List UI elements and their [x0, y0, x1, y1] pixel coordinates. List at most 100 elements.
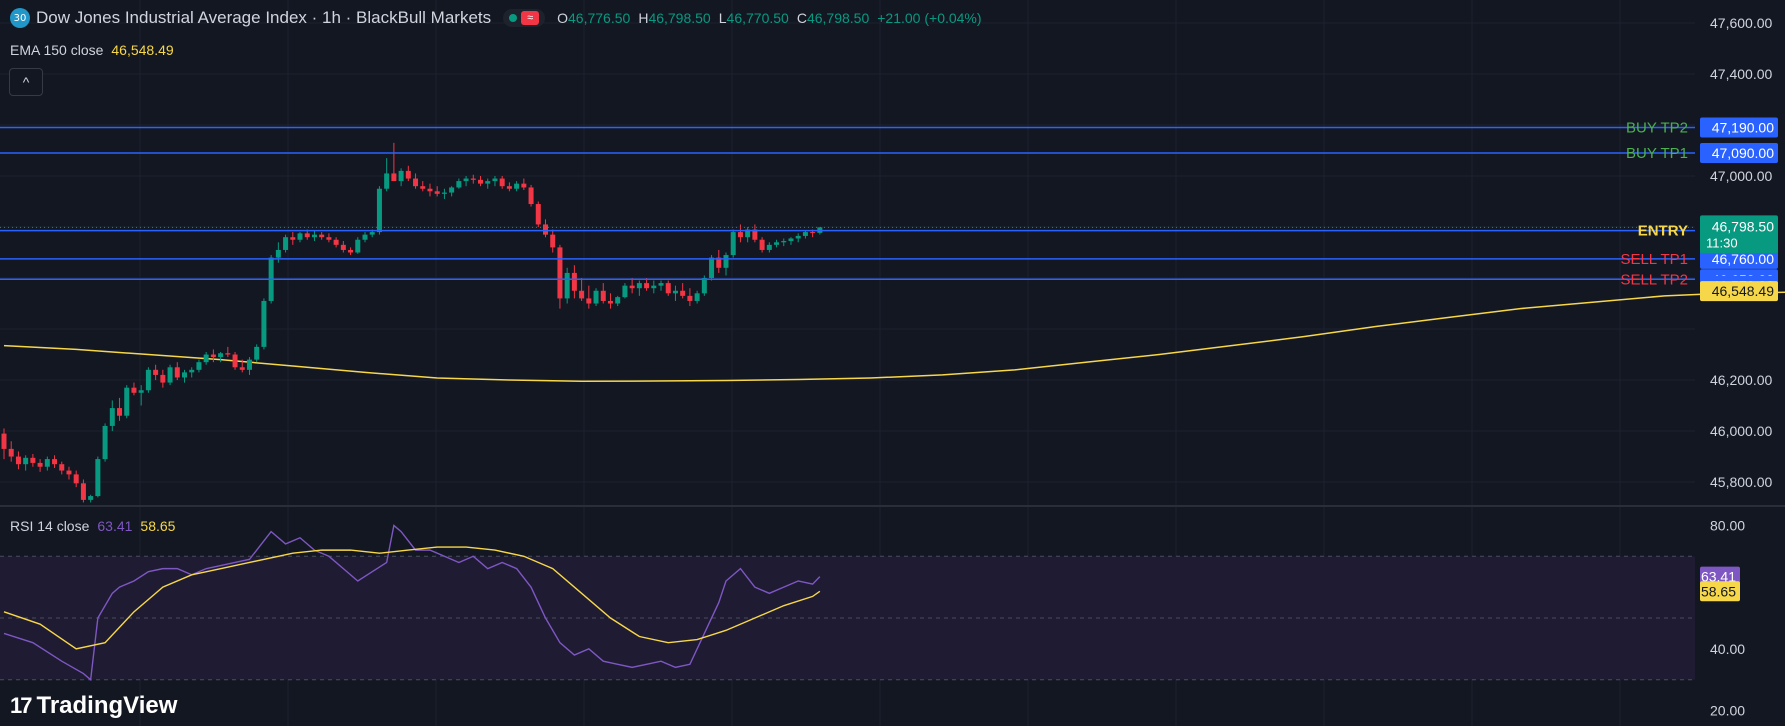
tradingview-logo-icon: 17 [10, 693, 33, 718]
market-status-pill[interactable]: ≈ [503, 9, 546, 27]
candle-body [167, 367, 173, 383]
candle [30, 453, 36, 467]
candle-body [109, 408, 115, 426]
candle [564, 267, 570, 304]
rsi-line [3, 524, 821, 682]
candle [66, 466, 72, 480]
candle-body [384, 173, 390, 189]
candle-body [15, 456, 21, 465]
candle-body [629, 285, 635, 289]
candle-body [290, 237, 296, 240]
tradingview-logo-text: TradingView [36, 692, 178, 719]
candle-body [398, 170, 404, 182]
candle-body [766, 244, 772, 250]
candle [593, 288, 599, 307]
candle [319, 232, 325, 240]
candle-body [492, 178, 498, 182]
candle-body [788, 238, 794, 242]
candle [672, 285, 678, 301]
collapse-legend-button[interactable]: ^ [9, 68, 43, 96]
ohlc-open: O46,776.50 [557, 10, 631, 26]
candle-body [326, 237, 332, 240]
candle-body [391, 173, 397, 182]
candle [600, 283, 606, 304]
candle-body [319, 234, 325, 238]
candle [644, 278, 650, 291]
candle [218, 351, 224, 363]
candle-body [579, 290, 585, 299]
tradingview-logo[interactable]: 17 TradingView [10, 692, 177, 720]
candle [622, 283, 628, 299]
ema-legend[interactable]: EMA 150 close 46,548.49 [10, 42, 174, 58]
candle-body [145, 369, 151, 391]
price-tick-label: 47,600.00 [1710, 15, 1772, 31]
candle-body [73, 474, 79, 484]
candle [521, 178, 527, 191]
candle-body [369, 232, 375, 235]
candle-body [153, 369, 159, 375]
chevron-up-icon: ^ [22, 74, 30, 90]
wave-icon: ≈ [521, 11, 540, 25]
candle-body [774, 242, 780, 245]
candle [802, 230, 808, 239]
candle-body [600, 290, 606, 301]
candle [506, 182, 512, 192]
candle-body [485, 181, 491, 184]
level-name-label: ENTRY [1638, 223, 1688, 240]
candle-body [131, 387, 137, 393]
candle [514, 181, 520, 192]
candle-body [239, 367, 245, 370]
candle-body [506, 186, 512, 189]
candle-body [160, 374, 166, 383]
candle [88, 494, 94, 503]
candle [752, 224, 758, 243]
candle-body [189, 369, 195, 373]
ema-axis-value: 46,548.49 [1712, 283, 1774, 299]
rsi-tick-label: 80.00 [1710, 517, 1745, 533]
candle-body [593, 290, 599, 304]
candle-body [59, 464, 65, 471]
candle [131, 382, 137, 396]
candle-body [218, 353, 224, 358]
candle [254, 344, 260, 363]
ema-legend-value: 46,548.49 [111, 42, 174, 58]
candle-body [550, 234, 556, 248]
candle-body [1, 433, 7, 449]
candle [398, 168, 404, 187]
candle [23, 455, 29, 471]
candle [311, 230, 317, 242]
level-name-label: SELL TP2 [1620, 271, 1688, 288]
candle-body [449, 187, 455, 193]
candle [333, 237, 339, 248]
candle [174, 362, 180, 381]
candle-body [781, 241, 787, 243]
candle [687, 288, 693, 307]
candle-body [514, 183, 520, 189]
rsi-legend[interactable]: RSI 14 close 63.41 58.65 [10, 518, 175, 534]
candle [340, 241, 346, 253]
candle [73, 470, 79, 488]
candle [225, 346, 231, 358]
candle [95, 456, 101, 498]
candle [658, 280, 664, 291]
candle [579, 278, 585, 301]
symbol-title[interactable]: Dow Jones Industrial Average Index · 1h … [36, 8, 492, 27]
candle-body [102, 425, 108, 460]
candle-body [420, 186, 426, 189]
symbol-badge[interactable]: 30 [10, 8, 30, 28]
candle-body [752, 229, 758, 240]
candle-body [687, 295, 693, 301]
candle-body [644, 283, 650, 289]
candle [182, 369, 187, 383]
price-tick-label: 46,000.00 [1710, 423, 1772, 439]
candle-body [283, 237, 289, 250]
candle [636, 280, 642, 296]
candle-body [311, 234, 317, 238]
candle-body [30, 457, 36, 463]
candle-body [23, 457, 29, 465]
candle-body [709, 257, 715, 279]
candle [15, 451, 21, 470]
candle-body [232, 354, 238, 368]
